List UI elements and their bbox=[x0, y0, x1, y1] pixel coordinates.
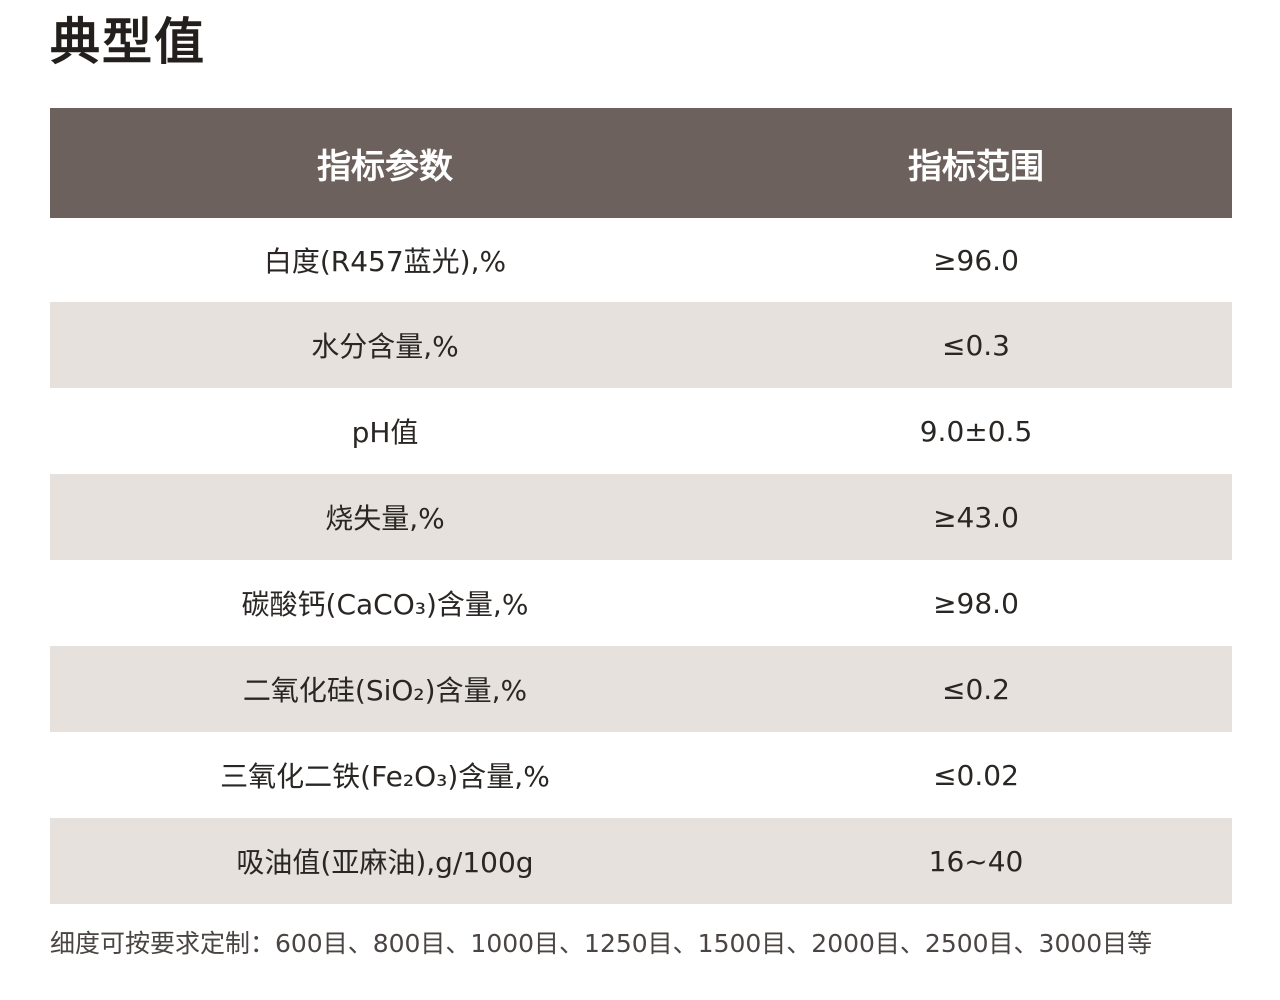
table-header: 指标参数 指标范围 bbox=[50, 108, 1232, 218]
table-row: 白度(R457蓝光),% ≥96.0 bbox=[50, 218, 1232, 302]
range-cell: ≥96.0 bbox=[933, 243, 1019, 277]
page-title: 典型值 bbox=[50, 13, 206, 71]
param-cell: 吸油值(亚麻油),g/100g bbox=[236, 846, 534, 879]
table-row: 吸油值(亚麻油),g/100g 16~40 bbox=[50, 818, 1232, 904]
range-cell: 16~40 bbox=[928, 844, 1024, 878]
range-cell: ≤0.2 bbox=[942, 672, 1010, 706]
range-cell: 9.0±0.5 bbox=[919, 414, 1033, 448]
param-cell: 烧失量,% bbox=[325, 502, 445, 535]
param-cell: 三氧化二铁(Fe₂O₃)含量,% bbox=[220, 760, 550, 793]
header-param: 指标参数 bbox=[317, 146, 453, 187]
range-cell: ≤0.3 bbox=[942, 328, 1010, 362]
param-cell: pH值 bbox=[351, 416, 419, 449]
table-row: pH值 9.0±0.5 bbox=[50, 388, 1232, 474]
range-cell: ≥43.0 bbox=[933, 500, 1019, 534]
table-row: 三氧化二铁(Fe₂O₃)含量,% ≤0.02 bbox=[50, 732, 1232, 818]
param-cell: 水分含量,% bbox=[311, 330, 459, 363]
header-range: 指标范围 bbox=[908, 146, 1044, 187]
table-row: 碳酸钙(CaCO₃)含量,% ≥98.0 bbox=[50, 560, 1232, 646]
table-row: 水分含量,% ≤0.3 bbox=[50, 302, 1232, 388]
range-cell: ≤0.02 bbox=[933, 758, 1019, 792]
range-cell: ≥98.0 bbox=[933, 586, 1019, 620]
fineness-footnote: 细度可按要求定制：600目、800目、1000目、1250目、1500目、200… bbox=[50, 929, 1153, 958]
param-cell: 白度(R457蓝光),% bbox=[263, 245, 507, 278]
table-row: 烧失量,% ≥43.0 bbox=[50, 474, 1232, 560]
spec-table: 指标参数 指标范围 白度(R457蓝光),% ≥96.0 水分含量,% ≤0.3… bbox=[50, 108, 1232, 904]
param-cell: 二氧化硅(SiO₂)含量,% bbox=[242, 674, 528, 707]
param-cell: 碳酸钙(CaCO₃)含量,% bbox=[241, 588, 529, 621]
table-row: 二氧化硅(SiO₂)含量,% ≤0.2 bbox=[50, 646, 1232, 732]
